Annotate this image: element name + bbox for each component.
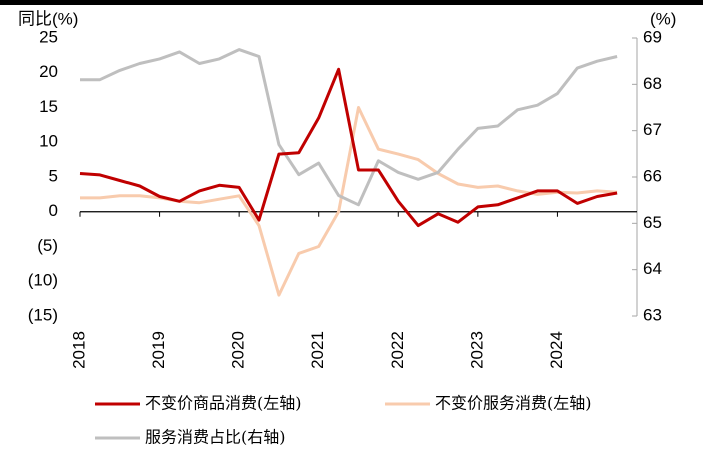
x-tick-label: 2023	[467, 331, 486, 369]
y-tick-label: 15	[39, 97, 58, 116]
y-tick-label: 10	[39, 132, 58, 151]
y-tick-label: (10)	[28, 271, 58, 290]
y2-tick-label: 65	[643, 213, 662, 232]
top-bar	[0, 0, 703, 5]
y-tick-label: (15)	[28, 305, 58, 324]
legend-label: 不变价服务消费(左轴)	[435, 394, 592, 413]
y2-tick-label: 67	[643, 120, 662, 139]
series-line	[79, 67, 618, 228]
y2-tick-label: 64	[643, 259, 662, 278]
y-axis-label: 同比(%)	[18, 9, 78, 28]
x-tick-label: 2022	[388, 331, 407, 369]
x-tick-label: 2020	[229, 331, 248, 369]
legend-label: 服务消费占比(右轴)	[145, 428, 286, 447]
x-tick-label: 2018	[69, 331, 88, 369]
y2-tick-label: 63	[643, 305, 662, 324]
y2-tick-label: 66	[643, 166, 662, 185]
x-tick-label: 2019	[149, 331, 168, 369]
y-tick-label: 20	[39, 62, 58, 81]
y2-axis-label: (%)	[650, 9, 676, 28]
y2-tick-label: 69	[643, 27, 662, 46]
y-tick-label: (5)	[37, 236, 58, 255]
series-line	[80, 48, 618, 207]
legend-label: 不变价商品消费(左轴)	[145, 394, 302, 413]
y2-tick-label: 68	[643, 74, 662, 93]
y-tick-label: 5	[49, 166, 58, 185]
y-tick-label: 0	[49, 201, 58, 220]
y-tick-label: 25	[39, 27, 58, 46]
x-tick-label: 2021	[308, 331, 327, 369]
x-tick-label: 2024	[547, 331, 566, 369]
